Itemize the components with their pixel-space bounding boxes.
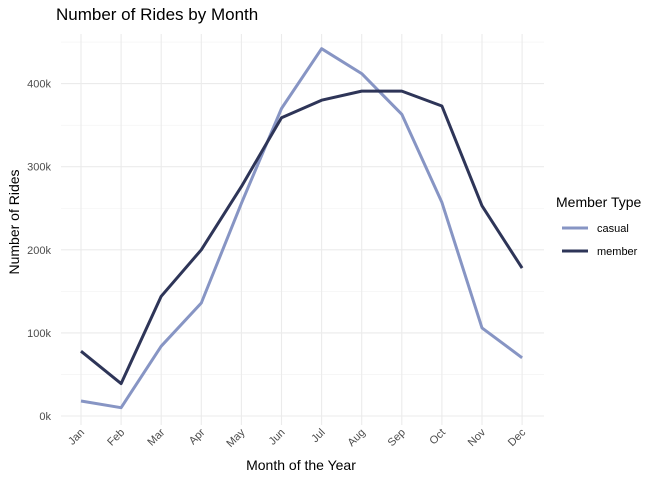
legend-item-casual: casual	[562, 223, 629, 235]
x-axis-title: Month of the Year	[246, 457, 356, 473]
chart-title: Number of Rides by Month	[56, 5, 258, 24]
x-tick-label: Aug	[345, 427, 367, 449]
y-tick-label: 200k	[27, 245, 51, 257]
x-tick-label: Apr	[187, 426, 208, 447]
x-tick-label: Nov	[466, 426, 489, 449]
y-axis-ticks: 0k 100k 200k 300k 400k	[27, 79, 51, 423]
x-axis-ticks: Jan Feb Mar Apr May Jun Jul Aug Sep Oct Nov Dec	[66, 426, 528, 450]
x-tick-label: Feb	[105, 427, 127, 449]
legend-label: casual	[597, 223, 629, 235]
legend: Member Type casual member	[556, 194, 642, 258]
legend-title: Member Type	[556, 194, 642, 210]
y-axis-title: Number of Rides	[6, 169, 22, 274]
x-tick-label: Oct	[427, 427, 448, 448]
y-tick-label: 0k	[39, 411, 51, 423]
x-tick-label: Sep	[386, 427, 408, 449]
legend-label: member	[597, 246, 638, 258]
legend-item-member: member	[562, 246, 638, 258]
series-line-member	[80, 89, 524, 386]
legend-items: casual member	[562, 223, 638, 258]
y-tick-label: 400k	[27, 79, 51, 91]
x-tick-label: May	[224, 426, 248, 450]
y-tick-label: 300k	[27, 162, 51, 174]
x-tick-label: Jan	[66, 427, 87, 448]
series-lines	[80, 47, 524, 410]
y-tick-label: 100k	[27, 328, 51, 340]
grid	[61, 34, 544, 425]
x-tick-label: Jul	[309, 427, 327, 445]
x-tick-label: Mar	[145, 426, 167, 448]
series-line-casual	[80, 47, 523, 410]
x-tick-label: Jun	[267, 427, 288, 448]
x-tick-label: Dec	[506, 426, 529, 449]
